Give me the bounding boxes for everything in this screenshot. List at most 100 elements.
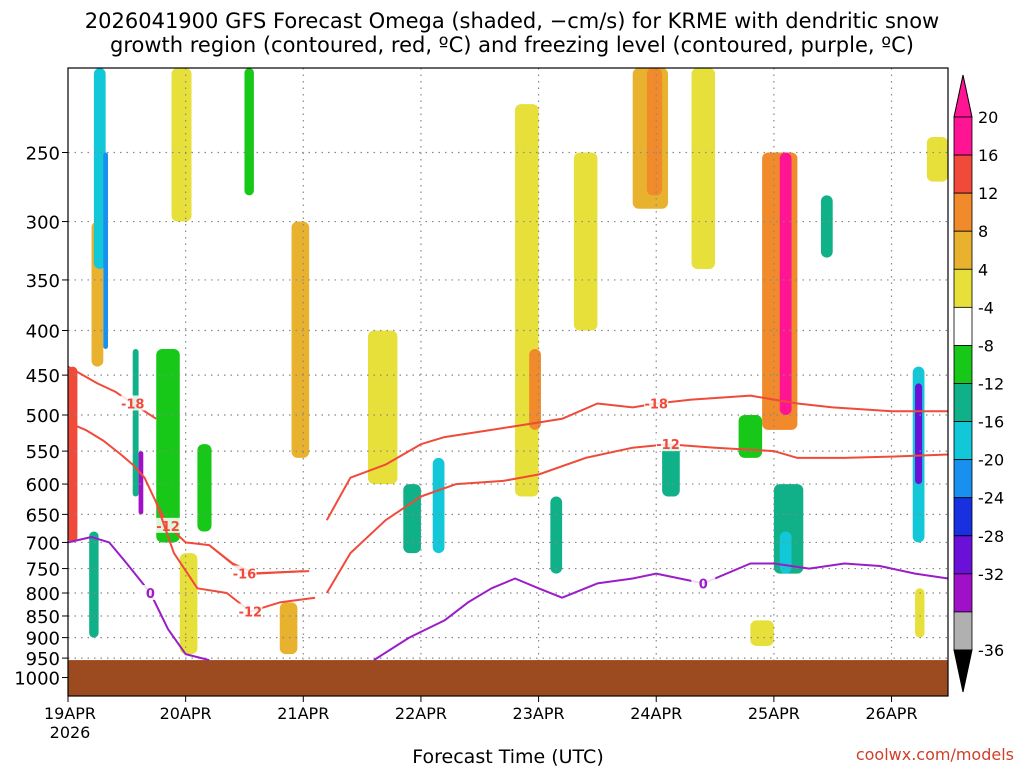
omega-cell	[403, 484, 421, 554]
contour-label: -18	[121, 397, 145, 412]
omega-cell	[779, 152, 792, 416]
omega-cell	[515, 104, 539, 497]
plot-frame	[67, 67, 949, 697]
y-tick-label: 500	[26, 406, 60, 427]
colorbar-label: -36	[978, 641, 1004, 660]
colorbar-label: 12	[978, 184, 998, 203]
colorbar-level	[953, 116, 973, 156]
colorbar-level	[953, 268, 973, 308]
contour-line	[67, 536, 210, 662]
colorbar-label: 8	[978, 222, 988, 241]
contour-label: -18	[644, 397, 668, 412]
colorbar-level	[953, 459, 973, 499]
omega-cell	[820, 195, 833, 258]
y-tick-label: 1000	[14, 669, 60, 690]
y-tick-label: 950	[26, 649, 60, 670]
contour-label: -12	[156, 520, 180, 535]
colorbar-label: -24	[978, 489, 1004, 508]
omega-cell	[93, 68, 106, 269]
y-tick-label: 250	[26, 144, 60, 165]
colorbar-label: -28	[978, 527, 1004, 546]
colorbar-level	[953, 497, 973, 537]
omega-cell	[179, 553, 198, 655]
colorbar-label: -12	[978, 375, 1004, 394]
colorbar-label: -20	[978, 451, 1004, 470]
y-tick-label: 700	[26, 533, 60, 554]
y-tick-label: 450	[26, 366, 60, 387]
colorbar-level	[953, 383, 973, 422]
colorbar-level	[953, 535, 973, 575]
omega-cell	[68, 366, 78, 543]
omega-cell	[89, 531, 99, 638]
contour-label-bg	[238, 603, 263, 619]
plot-area-background	[68, 68, 948, 696]
colorbar-level	[953, 154, 973, 194]
pressure-gridlines	[68, 68, 948, 696]
colorbar-level	[953, 192, 973, 232]
x-tick-label: 20APR	[160, 704, 212, 723]
contour-label-bg	[691, 575, 716, 591]
ground-layer	[68, 660, 948, 696]
omega-cell	[662, 444, 680, 497]
contour-label: -12	[239, 605, 263, 620]
colorbar-level	[953, 230, 973, 270]
omega-cell	[550, 496, 563, 574]
omega-cell	[103, 152, 108, 349]
omega-cell	[750, 620, 774, 646]
contour-label: -12	[656, 438, 680, 453]
x-tick-label: 23APR	[513, 704, 565, 723]
omega-cell	[529, 348, 541, 430]
colorbar-level	[953, 345, 973, 384]
contour-line	[325, 443, 949, 594]
colorbar-label: -16	[978, 413, 1004, 432]
omega-cell	[132, 348, 139, 497]
x-tick-label: 25APR	[748, 704, 800, 723]
omega-cell	[738, 415, 763, 458]
y-tick-label: 550	[26, 442, 60, 463]
y-tick-label: 400	[26, 322, 60, 343]
omega-cell	[156, 348, 180, 543]
omega-cell	[646, 68, 663, 196]
chart-title-line-2: growth region (contoured, red, ºC) and f…	[110, 33, 914, 57]
credit-link[interactable]: coolwx.com/models	[856, 745, 1014, 764]
y-tick-label: 850	[26, 607, 60, 628]
y-tick-label: 300	[26, 213, 60, 234]
y-tick-label: 750	[26, 560, 60, 581]
omega-cell	[915, 588, 925, 638]
colorbar-label: -8	[978, 336, 994, 355]
ground-surface	[68, 660, 948, 696]
omega-shading-layer	[68, 68, 948, 655]
colorbar-level	[953, 573, 973, 613]
contour-label-bg	[138, 585, 163, 601]
colorbar-level	[953, 611, 973, 651]
contour-line	[373, 562, 949, 661]
colorbar-label: 16	[978, 146, 998, 165]
omega-cell	[197, 444, 212, 532]
omega-cell	[573, 152, 598, 331]
pressure-axis: 2503003504004505005506006507007508008509…	[14, 144, 68, 690]
omega-cell	[291, 221, 310, 458]
omega-cell	[138, 451, 144, 515]
contour-label-bg	[644, 395, 669, 411]
omega-cell	[926, 137, 948, 182]
contour-label-bg	[232, 565, 257, 581]
colorbar-level	[953, 306, 973, 346]
colorbar-label: 4	[978, 260, 988, 279]
contour-line	[325, 394, 948, 521]
x-tick-label: 22APR	[395, 704, 447, 723]
colorbar-level	[953, 421, 973, 461]
omega-cell	[915, 383, 923, 485]
contour-label-bg	[656, 436, 680, 452]
time-axis: 19APR 20APR 21APR 22APR 23APR 24APR 25APR 26APR	[44, 696, 918, 723]
x-tick-label: 24APR	[630, 704, 682, 723]
contour-label-bg	[120, 395, 145, 411]
y-tick-label: 650	[26, 505, 60, 526]
contour-label: 0	[699, 577, 708, 592]
x-tick-label: 26APR	[865, 704, 917, 723]
omega-cell	[244, 68, 254, 196]
omega-cell	[779, 531, 792, 574]
colorbar-label: -4	[978, 298, 994, 317]
y-tick-label: 900	[26, 629, 60, 650]
time-axis-year: 2026	[50, 723, 91, 742]
